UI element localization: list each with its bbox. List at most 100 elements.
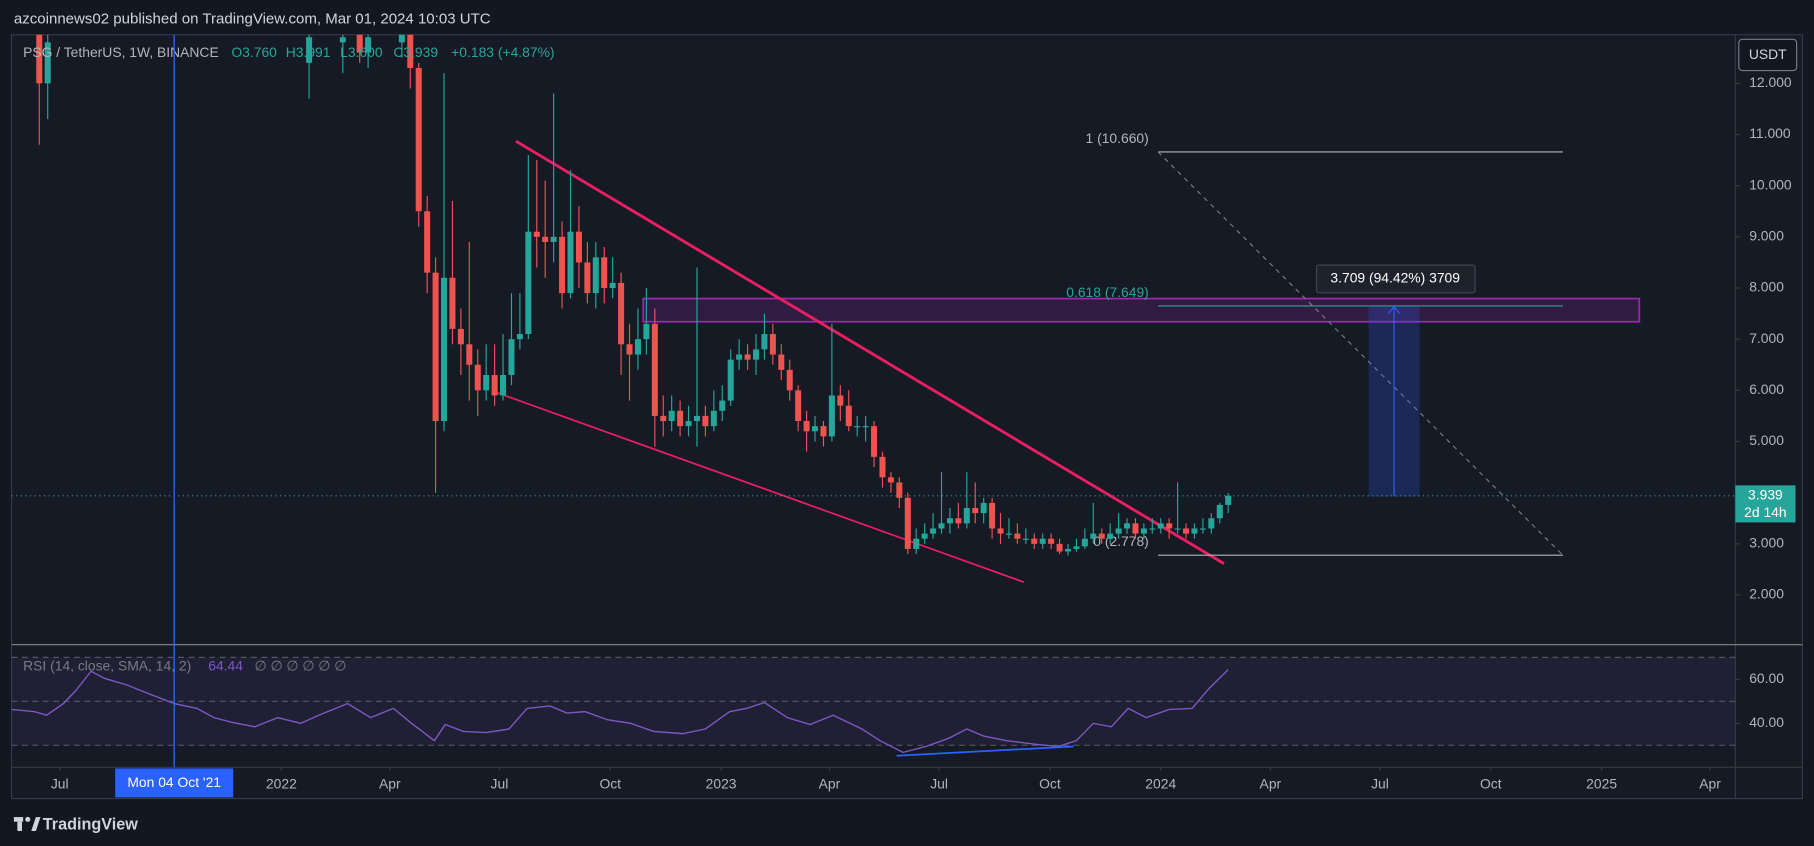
candle-body	[1225, 495, 1232, 505]
candle-body	[1199, 528, 1206, 530]
candle-body	[837, 395, 844, 406]
candle-body	[44, 42, 51, 84]
candle-body	[1208, 518, 1215, 529]
candle-body	[559, 236, 566, 294]
candle-body	[483, 374, 490, 391]
candle-body	[601, 257, 608, 288]
y-tick-label: 3.000	[1749, 534, 1784, 550]
measure-label-box	[1315, 264, 1476, 294]
candle-body	[1174, 528, 1181, 530]
candle-body	[508, 339, 515, 375]
lower-trendline	[492, 390, 1025, 583]
candle-body	[989, 502, 996, 529]
candle-body	[693, 415, 700, 422]
tradingview-logo	[13, 816, 41, 831]
candle-body	[963, 508, 970, 524]
header: azcoinnews02 published on TradingView.co…	[14, 11, 491, 28]
legend-change: +0.183 (+4.87%)	[451, 44, 554, 60]
candle-body	[778, 354, 785, 370]
y-tick-label: 12.000	[1749, 74, 1792, 90]
fib-trend	[1157, 151, 1564, 556]
candle-body	[1039, 538, 1046, 544]
last-price-box	[1735, 485, 1796, 523]
x-tick-label: 2023	[706, 775, 737, 791]
divergence-line	[896, 745, 1074, 757]
candle-body	[1031, 538, 1038, 544]
candle-body	[887, 477, 894, 483]
candle-body	[803, 421, 810, 432]
candle-body	[1132, 523, 1139, 534]
candle-body	[550, 236, 557, 242]
candle-body	[365, 37, 372, 53]
candle-body	[736, 354, 743, 360]
candle-body	[542, 236, 549, 242]
candle-body	[500, 374, 507, 396]
candle-body	[660, 415, 667, 422]
measure-arrowhead	[1387, 305, 1401, 315]
rsi-tick-label: 40.00	[1749, 714, 1784, 730]
candle-body	[398, 34, 405, 43]
rsi-tick-label: 60.00	[1749, 670, 1784, 686]
y-tick-label: 10.000	[1749, 176, 1792, 192]
candle-body	[896, 482, 903, 498]
candle-body	[651, 323, 658, 416]
candle-body	[36, 34, 43, 84]
currency-label: USDT	[1749, 46, 1787, 62]
candle-body	[356, 34, 363, 53]
candle-body	[845, 405, 852, 427]
candle-body	[1056, 543, 1063, 552]
footer-brand: TradingView	[43, 815, 138, 833]
fib-label: 0.618 (7.649)	[1066, 284, 1149, 300]
rsi-na: ∅ ∅ ∅ ∅ ∅ ∅	[255, 657, 347, 673]
candle-body	[1107, 533, 1114, 539]
candle-body	[904, 497, 911, 549]
legend-high: H3.991	[286, 44, 331, 60]
candle-body	[441, 277, 448, 422]
candle-body	[1073, 546, 1080, 549]
candle-body	[634, 339, 641, 355]
x-tick-label: Oct	[599, 775, 621, 791]
y-tick-label: 2.000	[1749, 586, 1784, 602]
candle-body	[930, 528, 937, 534]
candle-body	[1005, 533, 1012, 535]
candle-body	[1048, 538, 1055, 544]
candle-body	[626, 344, 633, 355]
candle-body	[786, 369, 793, 391]
crosshair-label: Mon 04 Oct '21	[127, 774, 221, 790]
candle-body	[921, 533, 928, 539]
candle-body	[1183, 528, 1190, 534]
candle-body	[938, 523, 945, 529]
candle-body	[685, 421, 692, 427]
last-price-label: 3.939	[1748, 486, 1783, 502]
candle-body	[946, 518, 953, 524]
y-tick-label: 5.000	[1749, 432, 1784, 448]
x-tick-label: Oct	[1480, 775, 1502, 791]
candle-body	[871, 426, 878, 457]
candle-body	[812, 426, 819, 432]
candle-body	[1098, 533, 1105, 539]
x-tick-label: Oct	[1039, 775, 1061, 791]
x-tick-label: 2025	[1586, 775, 1617, 791]
candle-body	[879, 456, 886, 478]
x-tick-label: 2022	[266, 775, 297, 791]
candle-body	[702, 415, 709, 427]
candle-body	[457, 328, 464, 345]
candle-body	[567, 231, 574, 294]
upper-trendline	[515, 139, 1225, 565]
candle-body	[424, 211, 431, 273]
candle-body	[668, 410, 675, 422]
candle-body	[761, 334, 768, 350]
candle-body	[449, 277, 456, 329]
x-tick-label: Jul	[930, 775, 948, 791]
candle-body	[432, 272, 439, 422]
countdown-label: 2d 14h	[1744, 504, 1786, 520]
candle-body	[415, 67, 422, 212]
rsi-band	[11, 657, 1736, 746]
candle-body	[820, 426, 827, 437]
candle-body	[997, 528, 1004, 534]
candle-body	[584, 262, 591, 294]
legend-low: L3.600	[340, 44, 383, 60]
rsi-title: RSI (14, close, SMA, 14, 2)	[23, 657, 191, 673]
candle-body	[491, 374, 498, 396]
y-tick-label: 9.000	[1749, 227, 1784, 243]
